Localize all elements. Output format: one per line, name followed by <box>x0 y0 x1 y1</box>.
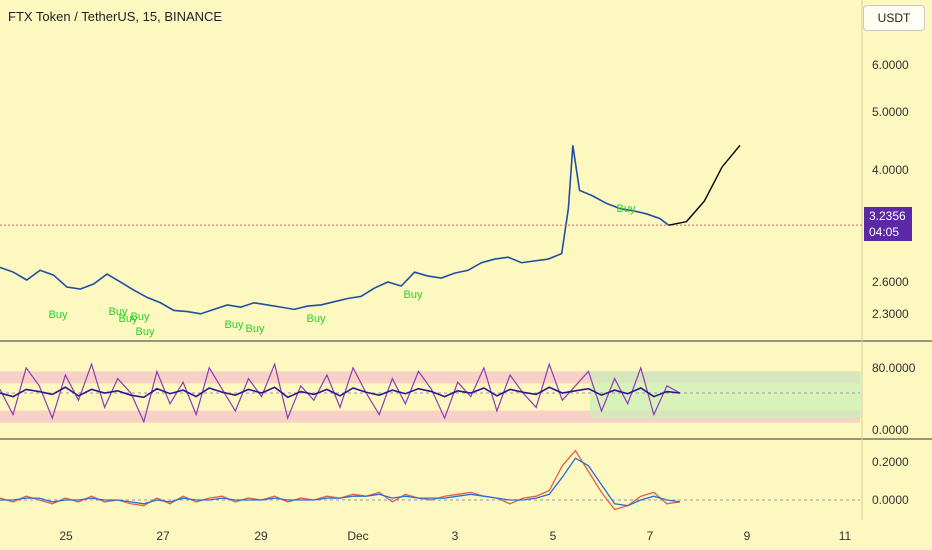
oscillator-series <box>0 362 860 511</box>
price-tick-label: 2.6000 <box>872 275 909 289</box>
x-tick-label: 3 <box>452 529 459 543</box>
currency-button[interactable]: USDT <box>863 5 925 31</box>
stoch-d-line <box>0 386 681 399</box>
x-tick-label: 9 <box>744 529 751 543</box>
last-price-value: 3.2356 <box>869 209 906 223</box>
osc-tick-label: 0.0000 <box>872 493 909 507</box>
buy-label: Buy <box>131 311 150 323</box>
buy-label: Buy <box>307 313 326 325</box>
buy-label: Buy <box>617 203 636 215</box>
x-tick-label: 27 <box>156 529 170 543</box>
buy-label: Buy <box>119 313 138 325</box>
price-tick-label: 4.0000 <box>872 163 909 177</box>
last-price-label: 3.2356 04:05 <box>864 207 912 241</box>
price-line <box>0 145 670 315</box>
x-tick-label: Dec <box>347 529 368 543</box>
grid <box>0 0 932 520</box>
price-series <box>0 144 862 315</box>
countdown-value: 04:05 <box>869 225 900 239</box>
x-tick-label: 11 <box>839 529 852 543</box>
osc-tick-label: 0.2000 <box>872 455 909 469</box>
chart-title: FTX Token / TetherUS, 15, BINANCE <box>8 9 223 24</box>
x-tick-label: 25 <box>59 529 73 543</box>
stoch-k-line <box>0 362 681 424</box>
price-tick-label: 2.3000 <box>872 307 909 321</box>
stoch-highlight <box>590 371 862 419</box>
buy-label: Buy <box>246 323 265 335</box>
buy-label: Buy <box>404 289 423 301</box>
x-tick-label: 5 <box>550 529 557 543</box>
price-tick-label: 6.0000 <box>872 58 909 72</box>
x-tick-label: 29 <box>254 529 268 543</box>
buy-label: Buy <box>49 309 68 321</box>
price-tick-label: 5.0000 <box>872 105 909 119</box>
stoch-tick-label: 80.0000 <box>872 361 916 375</box>
stoch-zones <box>0 371 862 423</box>
stoch-tick-label: 0.0000 <box>872 423 909 437</box>
buy-label: Buy <box>225 319 244 331</box>
axes: 2.30002.60003.40004.00005.00006.000080.0… <box>59 58 915 543</box>
buy-label: Buy <box>109 306 128 318</box>
x-tick-label: 7 <box>647 529 654 543</box>
buy-label: Buy <box>136 326 155 338</box>
osc-line-b <box>0 457 681 507</box>
forecast-curve <box>668 144 741 226</box>
